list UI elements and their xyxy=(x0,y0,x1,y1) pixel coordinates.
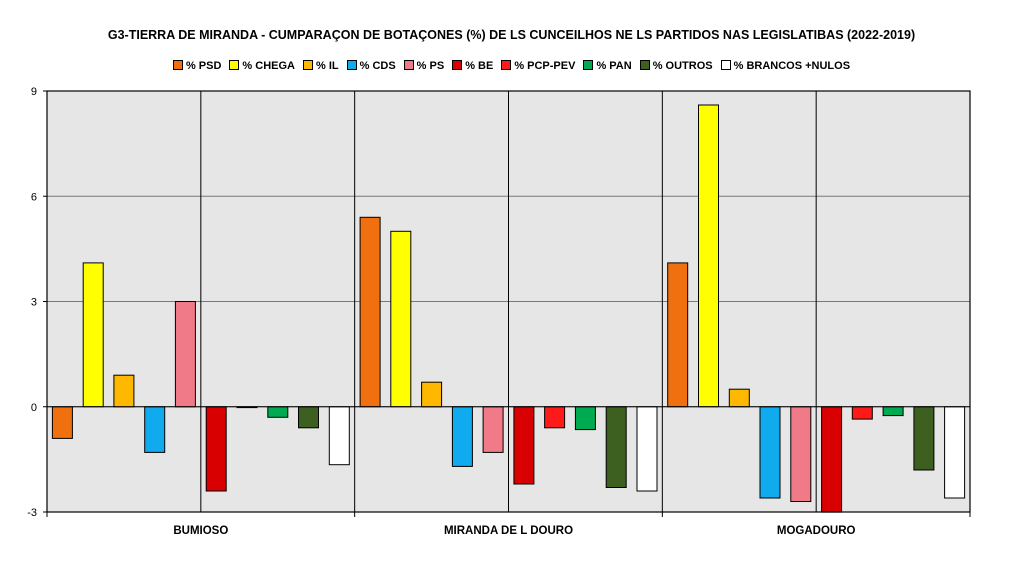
bar-pan-bumioso xyxy=(267,406,289,418)
legend-label: % OUTROS xyxy=(652,60,713,73)
legend-item-pcp-pev: % PCP-PEV xyxy=(501,60,575,72)
bar-pcp-pev-miranda-de-l-douro xyxy=(544,406,566,429)
bar-pan-miranda-de-l-douro xyxy=(574,406,596,431)
legend-label: % IL xyxy=(315,60,339,73)
bar-cds-mogadouro xyxy=(759,406,781,499)
bar-psd-miranda-de-l-douro xyxy=(359,216,381,408)
bar-il-bumioso xyxy=(113,374,135,408)
legend-label: % PCP-PEV xyxy=(514,60,576,73)
legend-label: % BE xyxy=(465,60,494,73)
bar-psd-bumioso xyxy=(51,406,73,439)
legend-swatch xyxy=(172,60,183,71)
bar-outros-miranda-de-l-douro xyxy=(605,406,627,488)
legend-item-cds: % CDS xyxy=(346,60,396,73)
x-category-label: MOGADOURO xyxy=(777,525,856,537)
y-tick-label: -3 xyxy=(27,507,37,519)
legend-swatch xyxy=(403,60,414,71)
bar-cds-miranda-de-l-douro xyxy=(451,406,473,467)
legend-item-il: % IL xyxy=(302,60,339,73)
y-tick-label: 6 xyxy=(31,191,37,203)
legend-item-chega: % CHEGA xyxy=(229,60,295,72)
legend-label: % CHEGA xyxy=(242,60,295,73)
bar-cds-bumioso xyxy=(144,406,166,453)
legend-swatch xyxy=(720,60,731,71)
legend-label: % PAN xyxy=(596,60,632,73)
x-category-label: MIRANDA DE L DOURO xyxy=(444,525,573,537)
bar-psd-mogadouro xyxy=(667,262,689,408)
legend-label: % PSD xyxy=(185,60,222,73)
legend-item-pan: % PAN xyxy=(583,60,632,73)
legend-item-be: % BE xyxy=(452,60,493,72)
bar-brancos-nulos-bumioso xyxy=(328,406,350,466)
legend-swatch xyxy=(501,60,512,71)
bar-brancos-nulos-miranda-de-l-douro xyxy=(636,406,658,492)
legend-item-ps: % PS xyxy=(403,60,445,73)
x-category-label: BUMIOSO xyxy=(173,525,228,537)
legend-item-brancos-nulos: % BRANCOS +NULOS xyxy=(720,60,851,73)
y-tick-label: 3 xyxy=(31,297,37,309)
bar-ps-mogadouro xyxy=(790,406,812,502)
chart-title: G3-TIERRA DE MIRANDA - CUMPARAÇON DE BOT… xyxy=(107,28,916,42)
bar-outros-bumioso xyxy=(298,406,319,429)
bar-ps-miranda-de-l-douro xyxy=(482,406,504,453)
bar-be-mogadouro xyxy=(821,406,843,513)
bar-pcp-pev-mogadouro xyxy=(851,406,873,420)
bar-be-miranda-de-l-douro xyxy=(513,406,535,485)
legend-swatch xyxy=(639,60,650,71)
bar-chega-miranda-de-l-douro xyxy=(390,230,412,408)
plot-border xyxy=(46,90,971,513)
legend-label: % BRANCOS +NULOS xyxy=(733,60,851,73)
legend-swatch xyxy=(583,60,594,71)
bar-be-bumioso xyxy=(205,406,227,492)
bar-outros-mogadouro xyxy=(913,406,935,471)
legend-label: % PS xyxy=(416,60,445,73)
legend-item-psd: % PSD xyxy=(172,60,222,73)
bar-il-miranda-de-l-douro xyxy=(421,381,443,408)
y-tick-label: 9 xyxy=(31,86,37,98)
legend-swatch xyxy=(229,60,240,71)
legend-item-outros: % OUTROS xyxy=(639,60,713,73)
legend-swatch xyxy=(302,60,313,71)
bar-chega-mogadouro xyxy=(698,104,719,408)
bar-ps-bumioso xyxy=(174,301,196,408)
legend-swatch xyxy=(346,60,357,71)
legend-label: % CDS xyxy=(359,60,396,73)
bar-chega-bumioso xyxy=(82,262,104,408)
legend-swatch xyxy=(452,60,463,71)
bar-il-mogadouro xyxy=(728,388,750,408)
y-tick-label: 0 xyxy=(31,402,37,414)
bar-brancos-nulos-mogadouro xyxy=(944,406,966,499)
legend: % PSD % CHEGA % IL % CDS % PS % BE % PCP-PEV % … xyxy=(0,60,1023,72)
bar-pan-mogadouro xyxy=(882,406,904,417)
